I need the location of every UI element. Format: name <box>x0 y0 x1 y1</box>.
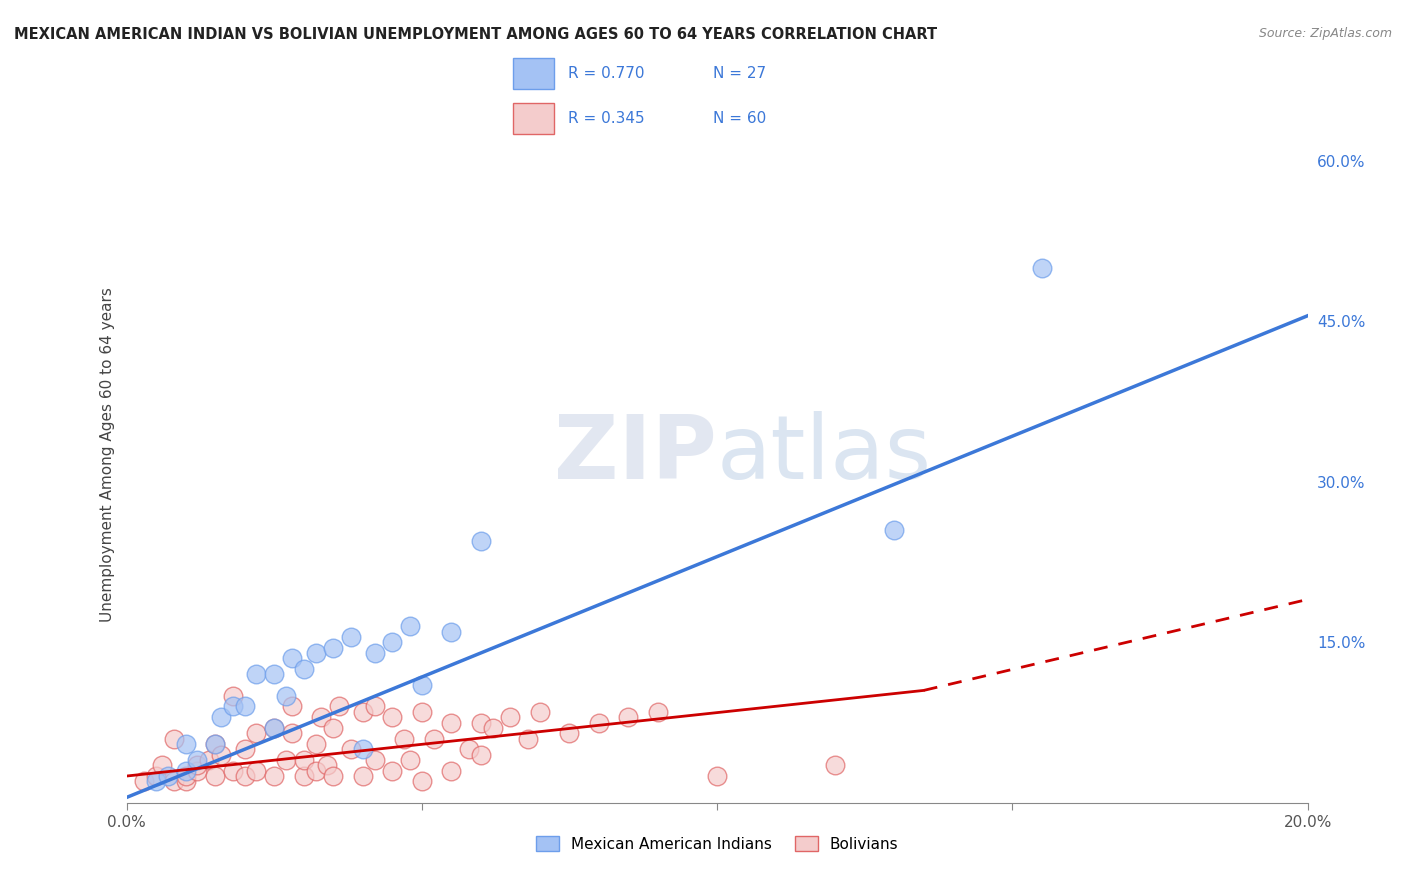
Point <box>292 753 315 767</box>
Point <box>470 533 492 548</box>
Point <box>322 721 344 735</box>
Point <box>363 699 385 714</box>
Text: N = 60: N = 60 <box>713 111 766 126</box>
Point <box>292 662 315 676</box>
Point <box>322 769 344 783</box>
Text: R = 0.770: R = 0.770 <box>568 66 644 81</box>
Point <box>311 710 333 724</box>
Point <box>304 764 326 778</box>
Point <box>411 774 433 789</box>
Point <box>381 710 404 724</box>
Point <box>340 742 363 756</box>
Point <box>588 715 610 730</box>
Point <box>174 769 197 783</box>
Point <box>245 764 267 778</box>
Point <box>209 710 232 724</box>
Point <box>174 774 197 789</box>
Point <box>263 721 285 735</box>
Point <box>529 705 551 719</box>
Point <box>883 523 905 537</box>
Point <box>411 678 433 692</box>
Point <box>145 769 167 783</box>
Point <box>204 769 226 783</box>
Point <box>292 769 315 783</box>
Point <box>281 699 304 714</box>
Point <box>186 758 208 772</box>
Point <box>186 753 208 767</box>
Point <box>174 737 197 751</box>
Point <box>440 624 463 639</box>
Point <box>422 731 444 746</box>
Point <box>245 667 267 681</box>
Point <box>134 774 156 789</box>
Point <box>245 726 267 740</box>
Y-axis label: Unemployment Among Ages 60 to 64 years: Unemployment Among Ages 60 to 64 years <box>100 287 115 623</box>
Text: R = 0.345: R = 0.345 <box>568 111 644 126</box>
Point <box>440 764 463 778</box>
Point <box>392 731 415 746</box>
Point <box>163 774 186 789</box>
Point <box>352 769 374 783</box>
Point <box>186 764 208 778</box>
Point <box>824 758 846 772</box>
Point <box>222 764 245 778</box>
Point <box>222 699 245 714</box>
Point <box>222 689 245 703</box>
Point <box>517 731 540 746</box>
Point <box>304 646 326 660</box>
Point <box>233 769 256 783</box>
Point <box>458 742 481 756</box>
Point <box>316 758 339 772</box>
Point <box>558 726 581 740</box>
Point <box>204 737 226 751</box>
Point <box>399 619 422 633</box>
FancyBboxPatch shape <box>513 103 554 134</box>
Point <box>499 710 522 724</box>
Text: ZIP: ZIP <box>554 411 717 499</box>
Point <box>470 715 492 730</box>
Point <box>647 705 669 719</box>
Point <box>481 721 503 735</box>
Point <box>156 769 179 783</box>
Text: N = 27: N = 27 <box>713 66 766 81</box>
Point <box>263 769 285 783</box>
Point <box>470 747 492 762</box>
Point <box>304 737 326 751</box>
Point <box>198 753 221 767</box>
Point <box>440 715 463 730</box>
Point <box>204 737 226 751</box>
Text: MEXICAN AMERICAN INDIAN VS BOLIVIAN UNEMPLOYMENT AMONG AGES 60 TO 64 YEARS CORRE: MEXICAN AMERICAN INDIAN VS BOLIVIAN UNEM… <box>14 27 938 42</box>
FancyBboxPatch shape <box>513 58 554 88</box>
Point <box>150 758 173 772</box>
Legend: Mexican American Indians, Bolivians: Mexican American Indians, Bolivians <box>530 830 904 858</box>
Point <box>281 651 304 665</box>
Point <box>174 764 197 778</box>
Point <box>263 667 285 681</box>
Point <box>381 764 404 778</box>
Point <box>163 731 186 746</box>
Point <box>363 753 385 767</box>
Point <box>274 753 297 767</box>
Point <box>322 640 344 655</box>
Point <box>281 726 304 740</box>
Point <box>1031 260 1053 275</box>
Point <box>145 774 167 789</box>
Point <box>706 769 728 783</box>
Point <box>340 630 363 644</box>
Text: Source: ZipAtlas.com: Source: ZipAtlas.com <box>1258 27 1392 40</box>
Point <box>233 699 256 714</box>
Point <box>381 635 404 649</box>
Point <box>411 705 433 719</box>
Point <box>209 747 232 762</box>
Text: atlas: atlas <box>717 411 932 499</box>
Point <box>274 689 297 703</box>
Point <box>399 753 422 767</box>
Point <box>352 705 374 719</box>
Point <box>352 742 374 756</box>
Point <box>233 742 256 756</box>
Point <box>617 710 640 724</box>
Point <box>263 721 285 735</box>
Point <box>328 699 350 714</box>
Point <box>363 646 385 660</box>
